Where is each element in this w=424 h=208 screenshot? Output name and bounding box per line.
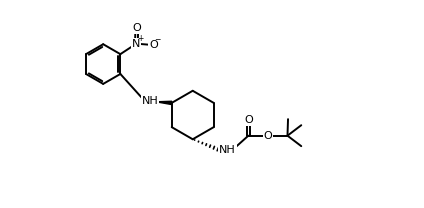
Text: O: O [244, 115, 253, 125]
Text: NH: NH [219, 145, 236, 155]
Text: O: O [133, 23, 141, 33]
Text: −: − [155, 36, 161, 45]
Polygon shape [156, 101, 172, 105]
Text: +: + [137, 34, 143, 43]
Text: O: O [264, 131, 273, 141]
Text: N: N [132, 39, 140, 49]
Text: NH: NH [142, 96, 159, 106]
Text: O: O [149, 40, 158, 50]
